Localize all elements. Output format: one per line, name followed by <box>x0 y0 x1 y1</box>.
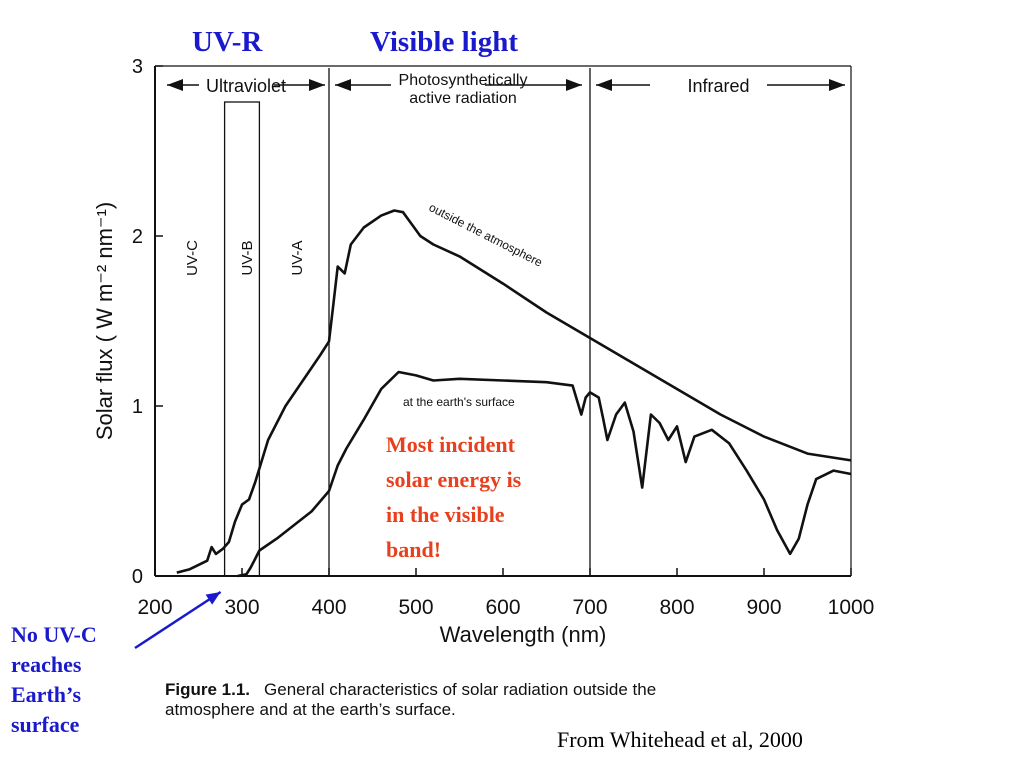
band-label-infrared: Infrared <box>687 76 749 96</box>
series-label-outside: outside the atmosphere <box>427 200 545 270</box>
band-label-par-line2: active radiation <box>409 90 517 107</box>
x-axis-label: Wavelength (nm) <box>440 622 607 647</box>
note-line: surface <box>11 712 80 737</box>
band-label-ultraviolet: Ultraviolet <box>206 76 286 96</box>
uv-subband-label: UV-A <box>289 240 306 275</box>
par-arrow-right-head <box>566 79 582 91</box>
uv-subband-label: UV-C <box>184 240 201 276</box>
y-tick-label: 3 <box>132 56 143 78</box>
note-line: reaches <box>11 652 82 677</box>
note-line: solar energy is <box>386 467 522 492</box>
note-line: Most incident <box>386 432 515 457</box>
note-line: in the visible <box>386 502 505 527</box>
series-outside-atmosphere <box>176 209 852 574</box>
ultraviolet-arrow-left-head <box>167 79 183 91</box>
x-tick-label: 700 <box>572 596 607 619</box>
note-line: band! <box>386 537 442 562</box>
par-arrow-left-head <box>335 79 351 91</box>
x-tick-label: 400 <box>311 596 346 619</box>
uv-subband-label: UV-B <box>239 240 256 275</box>
infrared-arrow-right-head <box>829 79 845 91</box>
note-line: Earth’s <box>11 682 82 707</box>
caption-line-1: General characteristics of solar radiati… <box>264 680 657 699</box>
y-tick-label: 2 <box>132 226 143 248</box>
figure-caption: Figure 1.1. General characteristics of so… <box>165 680 656 720</box>
series-label-surface: at the earth's surface <box>403 395 515 409</box>
ultraviolet-arrow-right-head <box>309 79 325 91</box>
visible-light-heading: Visible light <box>370 26 518 58</box>
x-tick-label: 900 <box>746 596 781 619</box>
band-label-par-line1: Photosynthetically <box>399 72 528 89</box>
infrared-arrow-left-head <box>596 79 612 91</box>
x-tick-label: 1000 <box>828 596 875 619</box>
y-tick-label: 1 <box>132 396 143 418</box>
visible-band-note: Most incident solar energy is in the vis… <box>386 427 521 567</box>
uvc-pointer-arrow-line <box>134 590 222 650</box>
x-tick-label: 500 <box>398 596 433 619</box>
x-tick-label: 200 <box>137 596 172 619</box>
x-tick-label: 800 <box>659 596 694 619</box>
caption-line-2: atmosphere and at the earth’s surface. <box>165 700 456 719</box>
y-tick-label: 0 <box>132 566 143 588</box>
uv-r-heading: UV-R <box>192 26 263 58</box>
uvc-pointer-arrow-head <box>205 592 221 605</box>
x-tick-label: 600 <box>485 596 520 619</box>
series-earth-surface <box>237 370 852 578</box>
note-line: No UV-C <box>11 622 97 647</box>
y-axis-label: Solar flux ( W m⁻² nm⁻¹) <box>92 202 117 440</box>
uvc-note: No UV-C reaches Earth’s surface <box>11 620 97 740</box>
source-credit: From Whitehead et al, 2000 <box>557 727 803 752</box>
figure-number: Figure 1.1. <box>165 680 251 699</box>
x-tick-label: 300 <box>224 596 259 619</box>
